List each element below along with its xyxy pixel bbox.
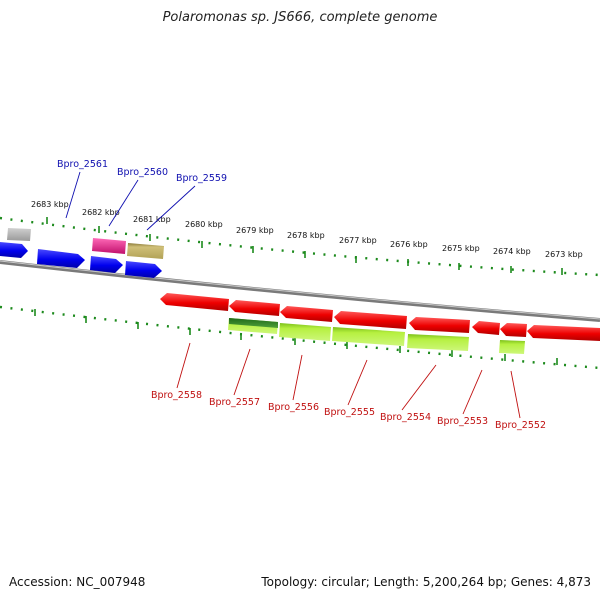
gene-arrow[interactable]	[125, 261, 162, 278]
bottom-label-leaders	[176, 342, 521, 419]
gene-label[interactable]: Bpro_2559	[176, 173, 227, 184]
gene-label[interactable]: Bpro_2555	[324, 407, 375, 418]
gene-label[interactable]: Bpro_2558	[151, 390, 202, 401]
forward-strand-features	[0, 228, 164, 278]
gene-arrow[interactable]	[229, 300, 280, 316]
gene-feature[interactable]	[499, 340, 525, 354]
map-title: Polaromonas sp. JS666, complete genome	[162, 10, 438, 25]
gene-arrow[interactable]	[0, 242, 28, 258]
gene-arrow[interactable]	[280, 306, 333, 322]
gene-feature[interactable]	[279, 323, 331, 341]
gene-arrow[interactable]	[160, 293, 229, 311]
gene-arrow[interactable]	[90, 256, 123, 273]
scale-label: 2675 kbp	[442, 244, 480, 253]
gene-label[interactable]: Bpro_2561	[57, 159, 108, 170]
top-gene-labels: Bpro_2561 Bpro_2560 Bpro_2559	[57, 159, 227, 184]
bottom-tick-ring	[0, 305, 600, 370]
genome-summary-text: Topology: circular; Length: 5,200,264 bp…	[261, 575, 591, 589]
gene-arrow[interactable]	[409, 317, 470, 333]
gene-feature[interactable]	[332, 327, 405, 346]
scale-label: 2673 kbp	[545, 250, 583, 259]
gene-arrow[interactable]	[7, 228, 31, 241]
gene-arrow[interactable]	[37, 249, 85, 268]
scale-label: 2677 kbp	[339, 236, 377, 245]
gene-label[interactable]: Bpro_2553	[437, 416, 488, 427]
scale-label: 2681 kbp	[133, 215, 171, 224]
scale-label: 2682 kbp	[82, 208, 120, 217]
gene-arrow[interactable]	[472, 321, 500, 335]
gene-feature[interactable]	[407, 334, 469, 351]
gene-label[interactable]: Bpro_2556	[268, 402, 319, 413]
reverse-strand-features	[160, 293, 600, 354]
gene-arrow[interactable]	[500, 323, 527, 337]
top-label-leaders	[65, 171, 196, 231]
bottom-gene-labels: Bpro_2558 Bpro_2557 Bpro_2556 Bpro_2555 …	[151, 390, 546, 431]
gene-feature[interactable]	[229, 318, 278, 328]
gene-arrow[interactable]	[527, 325, 600, 341]
gene-feature[interactable]	[127, 243, 164, 259]
accession-text: Accession: NC_007948	[9, 575, 146, 589]
scale-label: 2680 kbp	[185, 220, 223, 229]
gene-feature[interactable]	[92, 238, 126, 254]
gene-label[interactable]: Bpro_2557	[209, 397, 260, 408]
genome-backbone-highlight	[0, 260, 600, 320]
scale-label: 2674 kbp	[493, 247, 531, 256]
scale-label: 2679 kbp	[236, 226, 274, 235]
scale-label: 2683 kbp	[31, 200, 69, 209]
gene-arrow[interactable]	[334, 311, 407, 329]
top-tick-ring	[0, 216, 600, 277]
genome-backbone	[0, 260, 600, 322]
gene-label[interactable]: Bpro_2560	[117, 167, 168, 178]
scale-label: 2676 kbp	[390, 240, 428, 249]
bottom-major-ticks	[34, 309, 558, 365]
gene-label[interactable]: Bpro_2554	[380, 412, 431, 423]
gene-label[interactable]: Bpro_2552	[495, 420, 546, 431]
scale-labels: 2683 kbp 2682 kbp 2681 kbp 2680 kbp 2679…	[31, 200, 583, 259]
top-major-ticks	[46, 217, 563, 275]
scale-label: 2678 kbp	[287, 231, 325, 240]
